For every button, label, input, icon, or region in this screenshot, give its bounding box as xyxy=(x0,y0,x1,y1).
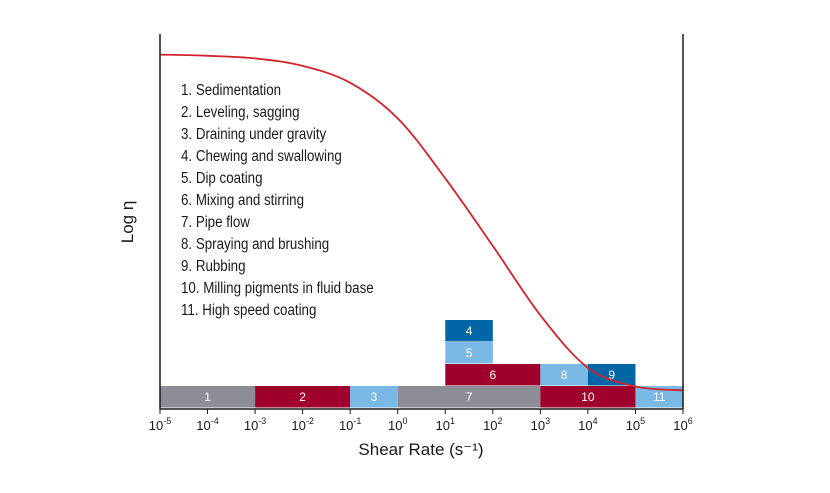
band-label-3: 3 xyxy=(371,390,378,404)
x-tick-label: 105 xyxy=(626,416,645,433)
legend-item: 5. Dip coating xyxy=(181,170,263,187)
band-4 xyxy=(445,320,493,342)
legend-item: 10. Milling pigments in fluid base xyxy=(181,280,374,297)
legend-item: 2. Leveling, sagging xyxy=(181,104,300,121)
application-bands: 1 2 3 4 5 6 7 8 9 10 11 xyxy=(160,320,683,408)
legend-item: 3. Draining under gravity xyxy=(181,126,327,143)
x-ticks: 10-5 10-4 10-3 10-2 10-1 100 101 102 103 104 105 10… xyxy=(149,409,693,433)
x-tick-label: 102 xyxy=(483,416,502,433)
x-axis-title: Shear Rate (s⁻¹) xyxy=(358,440,483,459)
band-label-4: 4 xyxy=(466,324,473,338)
legend-item: 1. Sedimentation xyxy=(181,82,282,99)
legend-item: 8. Spraying and brushing xyxy=(181,236,330,253)
x-tick-label: 106 xyxy=(673,416,692,433)
band-label-2: 2 xyxy=(299,390,306,404)
legend-item: 11. High speed coating xyxy=(181,302,317,319)
x-tick-label: 100 xyxy=(388,416,407,433)
band-2 xyxy=(255,386,351,408)
x-tick-label: 104 xyxy=(578,416,597,433)
x-tick-label: 10-5 xyxy=(149,416,171,433)
band-6 xyxy=(445,364,541,386)
band-5 xyxy=(445,342,493,364)
band-9 xyxy=(587,364,636,386)
band-label-6: 6 xyxy=(489,368,496,382)
band-label-11: 11 xyxy=(653,390,666,404)
legend-item: 9. Rubbing xyxy=(181,258,246,275)
x-tick-label: 10-1 xyxy=(339,416,361,433)
legend-item: 4. Chewing and swallowing xyxy=(181,148,342,165)
band-label-10: 10 xyxy=(581,390,595,404)
band-label-9: 9 xyxy=(608,368,615,382)
legend: 1. Sedimentation 2. Leveling, sagging 3.… xyxy=(181,80,405,322)
band-label-1: 1 xyxy=(204,390,211,404)
band-8 xyxy=(540,364,588,386)
legend-item: 7. Pipe flow xyxy=(181,214,250,231)
band-label-7: 7 xyxy=(466,390,473,404)
x-tick-label: 103 xyxy=(531,416,550,433)
legend-item: 6. Mixing and stirring xyxy=(181,192,304,209)
band-7 xyxy=(397,386,541,408)
band-10 xyxy=(540,386,636,408)
y-axis-title: Log η xyxy=(118,201,137,244)
band-3 xyxy=(350,386,398,408)
band-label-5: 5 xyxy=(466,346,473,360)
x-tick-label: 10-4 xyxy=(196,416,218,433)
x-tick-label: 101 xyxy=(436,416,455,433)
band-1 xyxy=(160,386,256,408)
x-tick-label: 10-2 xyxy=(291,416,313,433)
viscosity-curve xyxy=(159,53,684,392)
band-11 xyxy=(635,386,683,408)
band-label-8: 8 xyxy=(561,368,568,382)
x-tick-label: 10-3 xyxy=(244,416,266,433)
